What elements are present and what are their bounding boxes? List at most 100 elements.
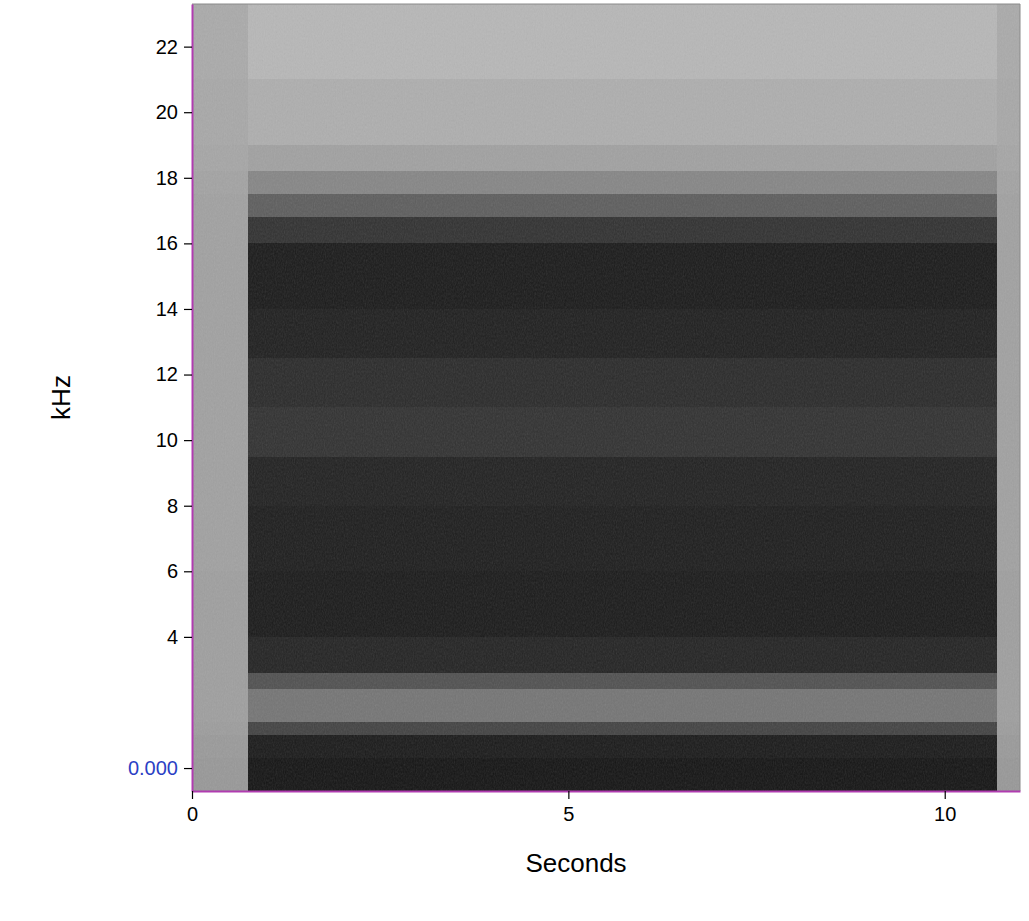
heatmap-cell [997, 457, 1020, 506]
y-tick-mark [184, 243, 192, 244]
chart-svg: 0.000468101214161820220510SecondskHz [0, 0, 1029, 921]
y-tick: 12 [156, 363, 192, 385]
x-tick-mark [192, 791, 193, 799]
y-tick-label: 8 [167, 495, 178, 517]
y-tick-label: 22 [156, 36, 178, 58]
y-tick-mark [184, 374, 192, 375]
y-tick-label: 10 [156, 429, 178, 451]
y-tick-label: 0.000 [128, 757, 178, 779]
y-tick-label: 12 [156, 363, 178, 385]
heatmap-cell [997, 571, 1020, 637]
heatmap-cell [248, 689, 997, 722]
heatmap-cell [192, 358, 248, 407]
y-tick-mark [184, 440, 192, 441]
heatmap-cell [192, 4, 248, 79]
y-tick-mark [184, 506, 192, 507]
heatmap-cell [248, 358, 997, 407]
heatmap-cell [248, 673, 997, 689]
heatmap-cell [192, 571, 248, 637]
x-axis-line [193, 791, 1021, 793]
heatmap-cell [997, 243, 1020, 309]
heatmap-cell [192, 243, 248, 309]
heatmap-cell [248, 735, 997, 758]
y-tick: 6 [167, 560, 192, 582]
heatmap-cell [997, 758, 1020, 791]
y-tick: 10 [156, 429, 192, 451]
heatmap-cell [192, 506, 248, 572]
heatmap-cell [192, 145, 248, 171]
heatmap-cell [248, 457, 997, 506]
heatmap-cell [997, 145, 1020, 171]
heatmap-cell [997, 637, 1020, 673]
y-tick: 14 [156, 298, 192, 320]
y-tick-label: 14 [156, 298, 178, 320]
y-tick-mark [184, 571, 192, 572]
heatmap-cell [997, 217, 1020, 243]
y-tick-mark [184, 309, 192, 310]
x-tick: 0 [187, 791, 198, 825]
plot-area [192, 4, 1020, 791]
frame-top [192, 4, 1020, 5]
heatmap-cell [192, 407, 248, 456]
heatmap-cell [192, 171, 248, 194]
heatmap-cell [192, 637, 248, 673]
heatmap-cell [248, 407, 997, 456]
heatmap-cell [248, 722, 997, 735]
heatmap-cell [997, 309, 1020, 358]
x-tick: 10 [934, 791, 956, 825]
heatmap-cell [192, 722, 248, 735]
heatmap-cell [997, 735, 1020, 758]
y-tick-label: 6 [167, 560, 178, 582]
chart-root: 0.000468101214161820220510SecondskHz [0, 0, 1029, 921]
y-tick-mark [184, 768, 192, 769]
y-tick: 22 [156, 36, 192, 58]
y-tick: 8 [167, 495, 192, 517]
x-tick-label: 5 [563, 803, 574, 825]
y-tick-label: 16 [156, 232, 178, 254]
heatmap-cell [192, 673, 248, 689]
heatmap-cell [192, 457, 248, 506]
heatmap-cell [997, 79, 1020, 145]
heatmap-cell [192, 735, 248, 758]
y-tick: 0.000 [128, 757, 192, 779]
heatmap-cell [248, 571, 997, 637]
x-tick-label: 0 [187, 803, 198, 825]
heatmap-cell [997, 4, 1020, 79]
y-tick-mark [184, 637, 192, 638]
background [0, 0, 1029, 921]
heatmap-cell [248, 243, 997, 309]
y-axis-title: kHz [46, 375, 76, 420]
y-tick-mark [184, 112, 192, 113]
heatmap-cell [997, 673, 1020, 689]
heatmap-cell [248, 79, 997, 145]
heatmap-cell [248, 217, 997, 243]
heatmap-cell [997, 689, 1020, 722]
heatmap-cell [997, 171, 1020, 194]
heatmap-cell [248, 309, 997, 358]
y-axis: 0.00046810121416182022 [128, 5, 193, 792]
y-axis-line [192, 5, 194, 792]
heatmap-cell [192, 689, 248, 722]
heatmap-cell [192, 194, 248, 217]
x-tick-label: 10 [934, 803, 956, 825]
heatmap-cell [997, 358, 1020, 407]
heatmap-cell [997, 194, 1020, 217]
y-tick: 18 [156, 167, 192, 189]
y-tick: 20 [156, 101, 192, 123]
x-tick-mark [568, 791, 569, 799]
x-tick-mark [945, 791, 946, 799]
x-axis: 0 5 10 [187, 791, 1021, 825]
heatmap-cell [248, 506, 997, 572]
y-tick-mark [184, 178, 192, 179]
heatmap-cell [997, 407, 1020, 456]
frame-right [1020, 4, 1021, 791]
y-tick-mark [184, 47, 192, 48]
heatmap-cell [248, 4, 997, 79]
heatmap-cell [192, 309, 248, 358]
y-tick-label: 20 [156, 101, 178, 123]
heatmap-cell [248, 637, 997, 673]
heatmap-cell [192, 758, 248, 791]
heatmap-cell [997, 506, 1020, 572]
y-tick-label: 18 [156, 167, 178, 189]
heatmap-cell [248, 145, 997, 171]
